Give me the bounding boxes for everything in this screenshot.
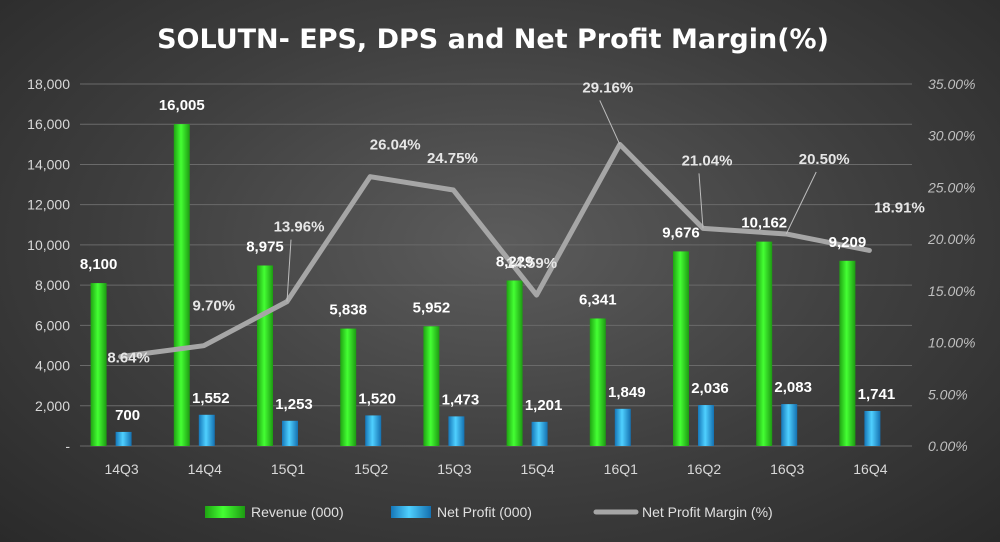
x-tick-label: 16Q4 [853, 461, 887, 477]
revenue-bar [756, 241, 773, 446]
x-axis: 14Q3 14Q4 15Q1 15Q2 15Q3 15Q4 16Q1 16Q2 16Q3 16Q4 [104, 461, 887, 477]
net-profit-bar [448, 416, 465, 446]
net-profit-data-label: 2,083 [774, 379, 812, 396]
legend-label-margin: Net Profit Margin (%) [642, 504, 773, 520]
y-right-tick-label: 25.00% [927, 179, 975, 195]
revenue-data-label: 16,005 [159, 97, 205, 114]
net-profit-bar [198, 414, 215, 446]
revenue-data-label: 8,229 [496, 254, 534, 271]
net-profit-data-label: 700 [115, 407, 140, 424]
margin-data-label: 24.75% [427, 150, 478, 167]
y-left-tick-label: 16,000 [27, 116, 70, 132]
revenue-bar [589, 318, 606, 446]
revenue-bar [673, 251, 689, 446]
x-tick-label: 14Q4 [188, 461, 222, 477]
data-labels: 8,100 16,005 8,975 5,838 5,952 8,229 6,341 9,67… [80, 79, 925, 424]
net-profit-bar [614, 408, 631, 446]
margin-data-label: 20.50% [799, 151, 850, 168]
revenue-bar [173, 124, 190, 446]
revenue-data-label: 9,676 [662, 224, 700, 241]
margin-data-label: 14.59% [506, 255, 557, 272]
y-right-tick-label: 30.00% [928, 128, 975, 144]
revenue-bar [340, 328, 357, 446]
revenue-bar [839, 260, 856, 446]
x-tick-label: 16Q2 [687, 461, 721, 477]
net-profit-bar [531, 421, 548, 446]
margin-data-label: 13.96% [274, 219, 325, 236]
x-tick-label: 15Q2 [354, 461, 388, 477]
margin-leader-line [698, 173, 704, 229]
net-profit-data-label: 1,849 [608, 384, 646, 401]
margin-leader-line [286, 239, 292, 302]
y-left-tick-label: 6,000 [35, 317, 70, 333]
y-right-tick-label: 10.00% [928, 335, 975, 351]
net-profit-data-label: 1,473 [442, 391, 480, 408]
y-right-tick-label: 35.00% [928, 76, 975, 92]
y-left-tick-label: 18,000 [27, 76, 70, 92]
y-right-tick-label: 15.00% [928, 283, 975, 299]
net-profit-data-label: 1,201 [525, 397, 563, 414]
net-profit-data-label: 1,741 [858, 386, 896, 403]
revenue-bar [90, 283, 107, 446]
x-tick-label: 14Q3 [104, 461, 138, 477]
y-axis-left: - 2,000 4,000 6,000 8,000 10,000 12,000 14,000 1… [27, 76, 70, 454]
y-left-tick-label: 14,000 [27, 156, 70, 172]
x-tick-label: 15Q3 [437, 461, 471, 477]
margin-data-label: 29.16% [582, 79, 633, 96]
y-left-tick-label: 4,000 [35, 358, 70, 374]
y-left-tick-label: - [65, 438, 70, 454]
y-left-tick-label: 8,000 [35, 277, 70, 293]
legend: Revenue (000) Net Profit (000) Net Profi… [205, 504, 773, 520]
revenue-data-label: 5,952 [413, 299, 451, 316]
y-right-tick-label: 5.00% [928, 386, 968, 402]
revenue-data-label: 10,162 [741, 215, 787, 232]
net-profit-bar [115, 431, 132, 446]
x-tick-label: 16Q3 [770, 461, 804, 477]
y-left-tick-label: 12,000 [27, 197, 70, 213]
y-right-tick-label: 0.00% [928, 438, 968, 454]
margin-leader-line [599, 100, 621, 145]
chart-title: SOLUTN- EPS, DPS and Net Profit Margin(%… [157, 24, 829, 55]
margin-data-label: 21.04% [682, 152, 733, 169]
margin-series-line [118, 141, 872, 360]
revenue-data-label: 5,838 [329, 302, 367, 319]
legend-swatch-revenue [205, 506, 245, 518]
margin-data-label: 9.70% [193, 298, 236, 315]
y-right-tick-label: 20.00% [927, 231, 975, 247]
legend-label-net-profit: Net Profit (000) [437, 504, 532, 520]
margin-line [118, 100, 872, 360]
y-left-tick-label: 10,000 [27, 237, 70, 253]
net-profit-data-label: 1,253 [275, 396, 313, 413]
revenue-data-label: 6,341 [579, 291, 617, 308]
net-profit-bar [365, 415, 382, 446]
revenue-data-label: 8,975 [246, 239, 284, 256]
x-tick-label: 15Q4 [520, 461, 554, 477]
legend-swatch-net-profit [391, 506, 431, 518]
revenue-data-label: 9,209 [829, 234, 867, 251]
net-profit-bar [781, 404, 798, 446]
revenue-bar [257, 265, 273, 446]
net-profit-data-label: 1,552 [192, 390, 230, 407]
revenue-bar [506, 280, 523, 446]
net-profit-bar [864, 410, 881, 446]
net-profit-data-label: 2,036 [691, 380, 729, 397]
x-tick-label: 16Q1 [604, 461, 638, 477]
y-axis-right: 0.00% 5.00% 10.00% 15.00% 20.00% 25.00% 30.00%… [927, 76, 975, 454]
legend-label-revenue: Revenue (000) [251, 504, 344, 520]
revenue-data-label: 8,100 [80, 256, 118, 273]
net-profit-data-label: 1,520 [358, 390, 396, 407]
bars [90, 124, 881, 446]
margin-leader-line [785, 171, 817, 235]
x-tick-label: 15Q1 [271, 461, 305, 477]
revenue-bar [423, 326, 440, 446]
margin-data-label: 18.91% [874, 199, 925, 216]
margin-data-label: 8.64% [107, 350, 150, 367]
y-left-tick-label: 2,000 [35, 398, 70, 414]
margin-data-label: 26.04% [370, 137, 421, 154]
net-profit-bar [698, 405, 714, 446]
net-profit-bar [282, 420, 298, 446]
